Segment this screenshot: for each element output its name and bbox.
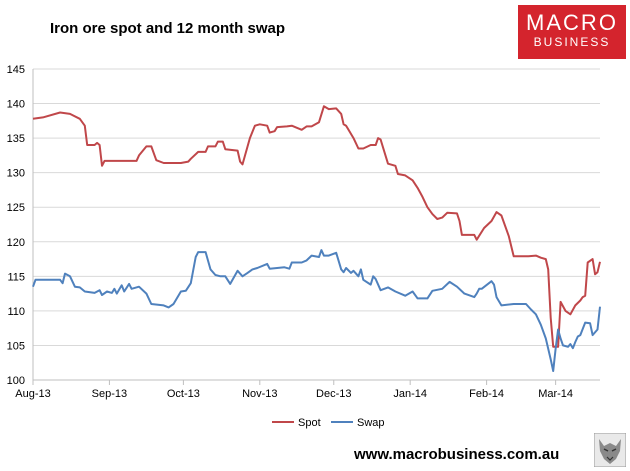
- y-tick-label: 120: [7, 237, 25, 249]
- x-tick-label: Mar-14: [538, 388, 573, 400]
- macro-business-logo[interactable]: MACRO BUSINESS: [518, 5, 626, 59]
- y-tick-label: 115: [7, 271, 25, 283]
- x-tick-label: Sep-13: [92, 388, 127, 400]
- x-tick-label: Jan-14: [393, 388, 427, 400]
- line-chart: 100 105 110 115 120 125 130 135 140 145 Aug-13 Sep…: [7, 64, 601, 429]
- x-tick-label: Feb-14: [469, 388, 504, 400]
- series-lines: [32, 105, 601, 372]
- y-tick-label: 145: [7, 64, 25, 76]
- logo-top-text: MACRO: [526, 10, 618, 35]
- legend-label-spot: Spot: [298, 417, 321, 429]
- y-tick-label: 125: [7, 202, 25, 214]
- y-tick-label: 135: [7, 133, 25, 145]
- y-tick-label: 105: [7, 340, 25, 352]
- x-tick-label: Dec-13: [316, 388, 351, 400]
- series-line-spot: [32, 105, 601, 348]
- chart-legend: Spot Swap: [272, 417, 385, 429]
- y-tick-label: 100: [7, 375, 25, 387]
- y-axis-ticks: 100 105 110 115 120 125 130 135 140 145: [7, 64, 25, 387]
- wolf-logo-icon: [594, 433, 626, 467]
- y-tick-label: 110: [7, 306, 25, 318]
- logo-bottom-text: BUSINESS: [533, 35, 611, 49]
- y-tick-label: 140: [7, 99, 25, 111]
- legend-label-swap: Swap: [357, 417, 385, 429]
- series-line-swap: [32, 249, 601, 372]
- chart-title: Iron ore spot and 12 month swap: [50, 20, 286, 37]
- x-tick-label: Aug-13: [15, 388, 50, 400]
- x-axis-ticks: Aug-13 Sep-13 Oct-13 Nov-13 Dec-13 Jan-14 Feb-…: [15, 388, 573, 400]
- chart-axes: [32, 69, 600, 385]
- chart-grid: [33, 68, 600, 381]
- x-tick-label: Nov-13: [242, 388, 277, 400]
- y-tick-label: 130: [7, 168, 25, 180]
- x-tick-label: Oct-13: [167, 388, 200, 400]
- website-url[interactable]: www.macrobusiness.com.au: [354, 446, 560, 463]
